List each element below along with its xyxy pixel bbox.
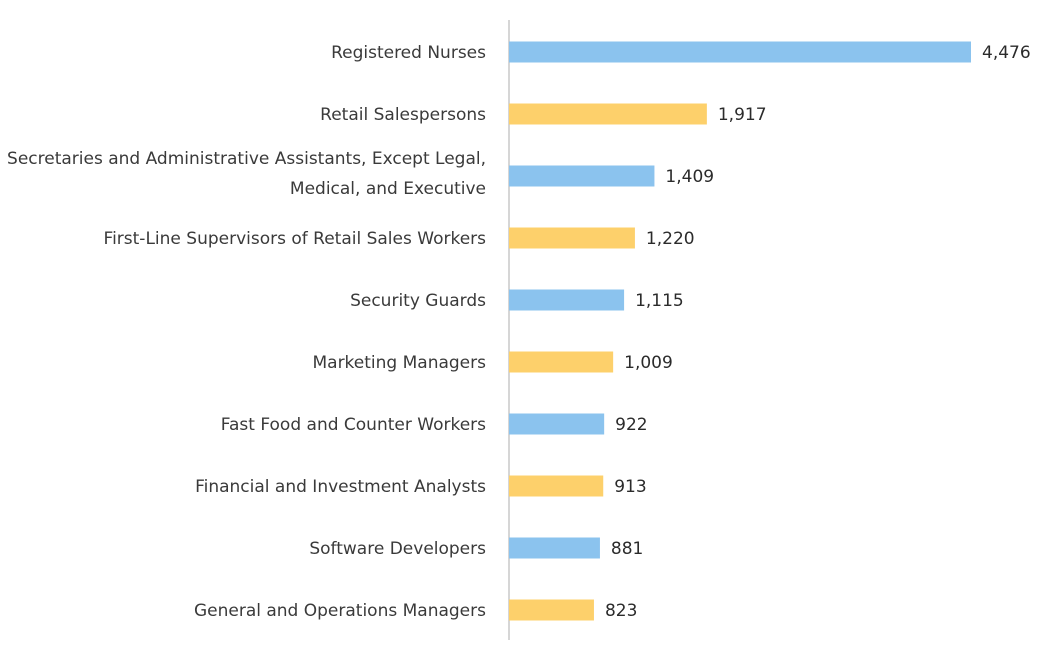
value-label-6: 922	[615, 415, 647, 435]
bar-7	[509, 475, 604, 497]
value-label-2: 1,409	[665, 167, 714, 187]
category-label-5: Marketing Managers	[312, 353, 486, 373]
bar-1	[509, 103, 707, 125]
category-label-1: Retail Salespersons	[320, 105, 486, 125]
category-label-2-line-0: Secretaries and Administrative Assistant…	[7, 149, 486, 169]
value-label-8: 881	[611, 539, 643, 559]
category-label-3: First-Line Supervisors of Retail Sales W…	[104, 229, 487, 249]
bar-2	[509, 165, 655, 187]
category-labels-group: Registered Nurses Retail Salespersons Secr…	[7, 43, 486, 621]
category-label-8: Software Developers	[309, 539, 486, 559]
value-label-5: 1,009	[624, 353, 673, 373]
value-label-1: 1,917	[718, 105, 767, 125]
bar-6	[509, 413, 605, 435]
bar-9	[509, 599, 594, 621]
bar-0	[509, 41, 971, 63]
category-label-9: General and Operations Managers	[194, 601, 486, 621]
value-label-7: 913	[614, 477, 646, 497]
bar-4	[509, 289, 625, 311]
category-label-4: Security Guards	[350, 291, 486, 311]
category-label-2-line-1: Medical, and Executive	[290, 179, 486, 199]
bar-8	[509, 537, 600, 559]
bars-group	[509, 41, 971, 621]
bar-5	[509, 351, 614, 373]
category-label-0: Registered Nurses	[331, 43, 486, 63]
value-label-4: 1,115	[635, 291, 684, 311]
category-label-6: Fast Food and Counter Workers	[221, 415, 486, 435]
category-label-7: Financial and Investment Analysts	[195, 477, 486, 497]
value-labels-group: 4,476 1,917 1,409 1,220 1,115 1,009 922 913 881 8…	[605, 43, 1031, 621]
value-label-3: 1,220	[646, 229, 695, 249]
value-label-9: 823	[605, 601, 637, 621]
value-label-0: 4,476	[982, 43, 1031, 63]
bar-3	[509, 227, 635, 249]
